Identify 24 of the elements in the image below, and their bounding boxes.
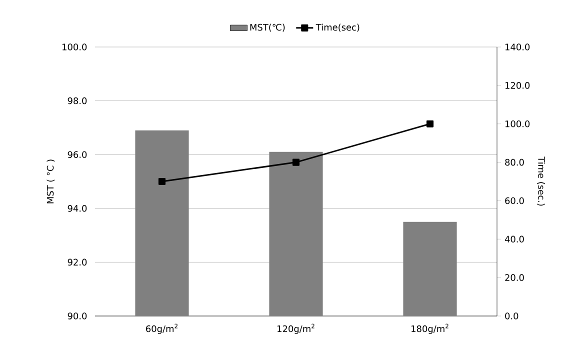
y2-tick-label: 0.0 <box>505 312 518 320</box>
point <box>158 178 166 186</box>
y-tick-label: 90.0 <box>68 312 87 320</box>
x-tick-label: 180g/m$^{2}$ <box>412 324 448 334</box>
x-tick-label: 120g/m$^{2}$ <box>278 324 314 334</box>
y-tick-label: 98.0 <box>68 97 87 104</box>
legend-label: Time(sec) <box>316 24 360 32</box>
legend-label: MST(℃) <box>250 24 285 32</box>
y2-tick-label: 20.0 <box>505 274 524 281</box>
y-tick-label: 96.0 <box>68 151 87 158</box>
y2-tick-label: 40.0 <box>504 236 524 243</box>
y2-tick-label: 80.0 <box>505 158 524 166</box>
y2-tick-label: 100.0 <box>505 120 530 128</box>
x-tick-label: 60g/m$^{2}$ <box>146 324 178 334</box>
point <box>292 158 300 166</box>
y2-axis-title: Time (sec.) <box>537 156 546 206</box>
y-tick-label: 100.0 <box>62 44 87 50</box>
y-tick-label: 94.0 <box>68 205 87 212</box>
point <box>426 120 434 128</box>
y2-tick-label: 140.0 <box>505 44 530 50</box>
y2-tick-label: 120.0 <box>505 82 530 89</box>
y-axis-title: MST ( °C ) <box>46 160 55 204</box>
y-tick-label: 92.0 <box>68 258 87 266</box>
y2-tick-label: 60.0 <box>505 197 524 204</box>
